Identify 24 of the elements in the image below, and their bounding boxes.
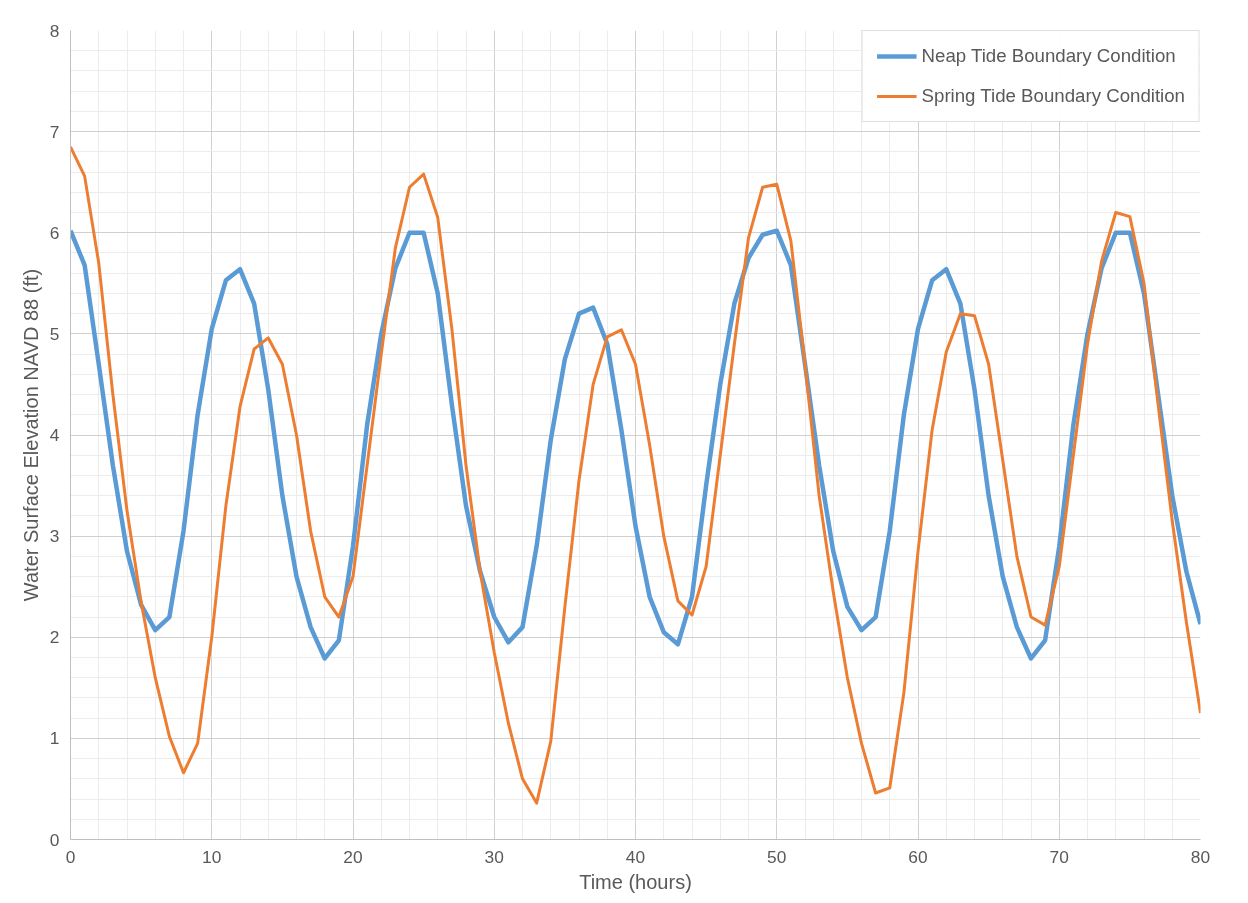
- x-tick-label: 20: [343, 846, 363, 867]
- x-tick-label: 0: [65, 846, 76, 867]
- legend-label: Spring Tide Boundary Condition: [921, 85, 1185, 107]
- line-series: [70, 228, 1201, 661]
- y-tick-label: 2: [49, 627, 60, 648]
- y-axis-title: Water Surface Elevation NAVD 88 (ft): [19, 268, 42, 602]
- x-axis-title: Time (hours): [579, 870, 692, 893]
- y-tick-label: 8: [49, 20, 60, 41]
- x-tick-label: 40: [625, 846, 646, 867]
- x-tick-label: 50: [767, 846, 787, 867]
- y-tick-label: 4: [49, 425, 60, 445]
- line-series: [70, 145, 1201, 805]
- y-tick-label: 6: [49, 222, 60, 243]
- y-tick-label: 1: [49, 728, 60, 749]
- x-tick-label: 60: [908, 846, 928, 867]
- y-tick-label: 5: [49, 323, 60, 344]
- x-tick-label: 70: [1049, 846, 1069, 867]
- x-tick-label: 30: [484, 846, 504, 867]
- x-tick-label: 10: [202, 846, 222, 867]
- x-tick-label: 80: [1190, 846, 1211, 867]
- y-tick-label: 7: [49, 121, 60, 142]
- legend-label: Neap Tide Boundary Condition: [921, 45, 1176, 67]
- y-tick-label: 0: [49, 829, 60, 850]
- y-tick-label: 3: [49, 526, 60, 547]
